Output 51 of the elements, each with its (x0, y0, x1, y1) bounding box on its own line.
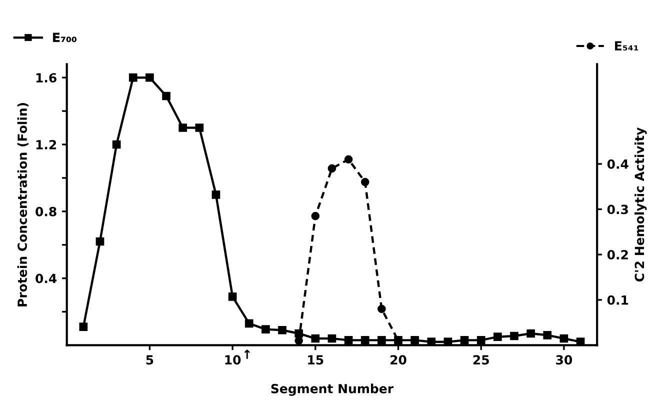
point (278, 326, 286, 334)
point (543, 330, 552, 340)
point (344, 155, 353, 164)
point (128, 73, 138, 82)
point (311, 334, 320, 343)
legend-label: E₇₀₀ (53, 32, 76, 42)
point (178, 124, 188, 132)
y2-axis-title: C'2 Hemolytic Activity (634, 127, 647, 282)
point (228, 292, 237, 301)
point (146, 73, 154, 82)
y-axis-title: Protein Concentration (Folin) (17, 103, 28, 306)
y-tick-label: 0.4 (36, 274, 57, 284)
point (262, 325, 270, 334)
point (344, 336, 353, 344)
y2-tick-label: 0.2 (607, 250, 628, 260)
x-tick-label: 20 (390, 355, 406, 365)
y2-tick-label: 0.4 (607, 159, 628, 169)
y-tick-label: 1.2 (36, 140, 56, 150)
point (162, 92, 170, 100)
x-tick-label: 25 (473, 355, 489, 365)
point (328, 334, 336, 343)
point (378, 336, 386, 344)
point (212, 190, 220, 199)
point (410, 336, 419, 344)
point (112, 140, 121, 149)
y-tick-label: 1.6 (36, 73, 56, 83)
point (79, 322, 88, 331)
x-tick-label: 15 (308, 355, 324, 365)
x-axis-title: Segment Number (271, 384, 394, 396)
point (493, 332, 502, 341)
y2-tick-label: 0.1 (607, 295, 628, 305)
point (195, 124, 204, 132)
point (96, 237, 104, 246)
point (476, 336, 486, 344)
legend-label: E₅₄₁ (615, 41, 638, 50)
point (244, 319, 254, 328)
point (360, 178, 370, 186)
text: ↑ (244, 350, 250, 359)
point (328, 164, 336, 173)
point (526, 329, 535, 338)
point (378, 304, 386, 314)
point (311, 212, 320, 220)
x-tick-label: 10 (225, 355, 241, 365)
point (560, 334, 568, 343)
x-tick-label: 30 (556, 355, 572, 365)
y-tick-label: 0.8 (36, 206, 56, 216)
y2-tick-label: 0.3 (607, 204, 628, 214)
point (460, 336, 469, 344)
point (510, 332, 518, 340)
x-tick-label: 5 (146, 355, 154, 365)
point (360, 336, 370, 344)
